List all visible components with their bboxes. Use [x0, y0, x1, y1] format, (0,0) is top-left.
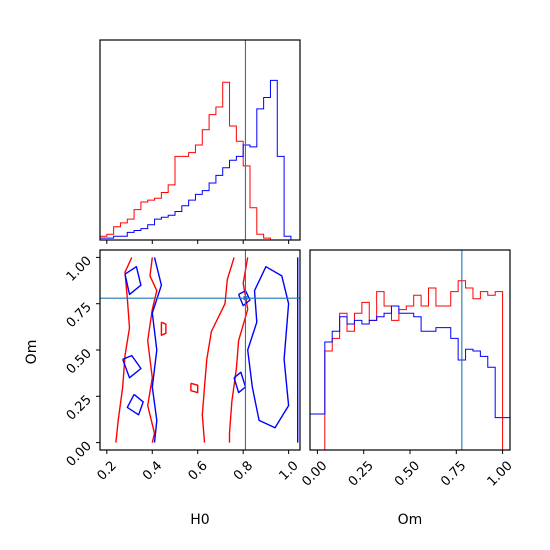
joint-x-tick-label-1: 0.4 [140, 458, 165, 483]
joint-x-tick-label-2: 0.6 [186, 458, 211, 483]
om-x-tick-label-0: 0.00 [299, 458, 330, 489]
joint-contour-panel: 0.2 0.4 0.6 0.8 1.0 0.00 0.25 0.50 0.75 1.00 [64, 249, 302, 484]
joint-truth-marker [243, 296, 248, 301]
contour-2 [201, 257, 235, 443]
contour-group [115, 257, 299, 443]
contour-1 [146, 257, 158, 443]
joint-x-tick-label-4: 1.0 [276, 458, 301, 483]
h0-hist-series-1 [99, 79, 292, 240]
om-x-tick-label-2: 0.50 [392, 458, 423, 489]
contour-8 [126, 393, 144, 416]
contour-10 [246, 266, 290, 429]
om-x-tick-label-4: 1.00 [485, 458, 516, 489]
x-axis-label-om: Om [398, 512, 423, 528]
om-hist-frame [309, 249, 511, 451]
h0-hist-frame [99, 39, 301, 241]
h0-histogram-panel [99, 39, 301, 244]
contour-11 [237, 290, 251, 307]
om-histogram-panel: 0.00 0.25 0.50 0.75 1.00 [299, 249, 516, 490]
contour-0 [115, 257, 133, 443]
om-x-tick-label-1: 0.25 [346, 458, 377, 489]
om-hist-series-0 [310, 280, 510, 451]
joint-frame [99, 249, 301, 451]
joint-y-tick-label-4: 1.00 [64, 254, 95, 285]
contour-3 [228, 257, 249, 443]
om-x-tick-label-3: 0.75 [438, 458, 469, 489]
y-axis-label-om: Om [24, 340, 40, 365]
contour-5 [190, 382, 199, 394]
joint-x-tick-label-3: 0.8 [231, 458, 256, 483]
joint-y-tick-label-1: 0.25 [64, 393, 95, 424]
joint-y-tick-label-0: 0.00 [64, 439, 95, 470]
contour-4 [160, 321, 167, 336]
contour-7 [122, 354, 142, 379]
h0-hist-series-0 [99, 81, 291, 241]
joint-x-tick-label-0: 0.2 [95, 458, 120, 483]
x-axis-label-h0: H0 [190, 512, 209, 528]
contour-9 [151, 257, 163, 443]
joint-y-tick-label-3: 0.75 [64, 300, 95, 331]
contour-6 [124, 266, 142, 296]
joint-y-tick-label-2: 0.50 [64, 346, 95, 377]
om-hist-series-1 [309, 305, 511, 450]
